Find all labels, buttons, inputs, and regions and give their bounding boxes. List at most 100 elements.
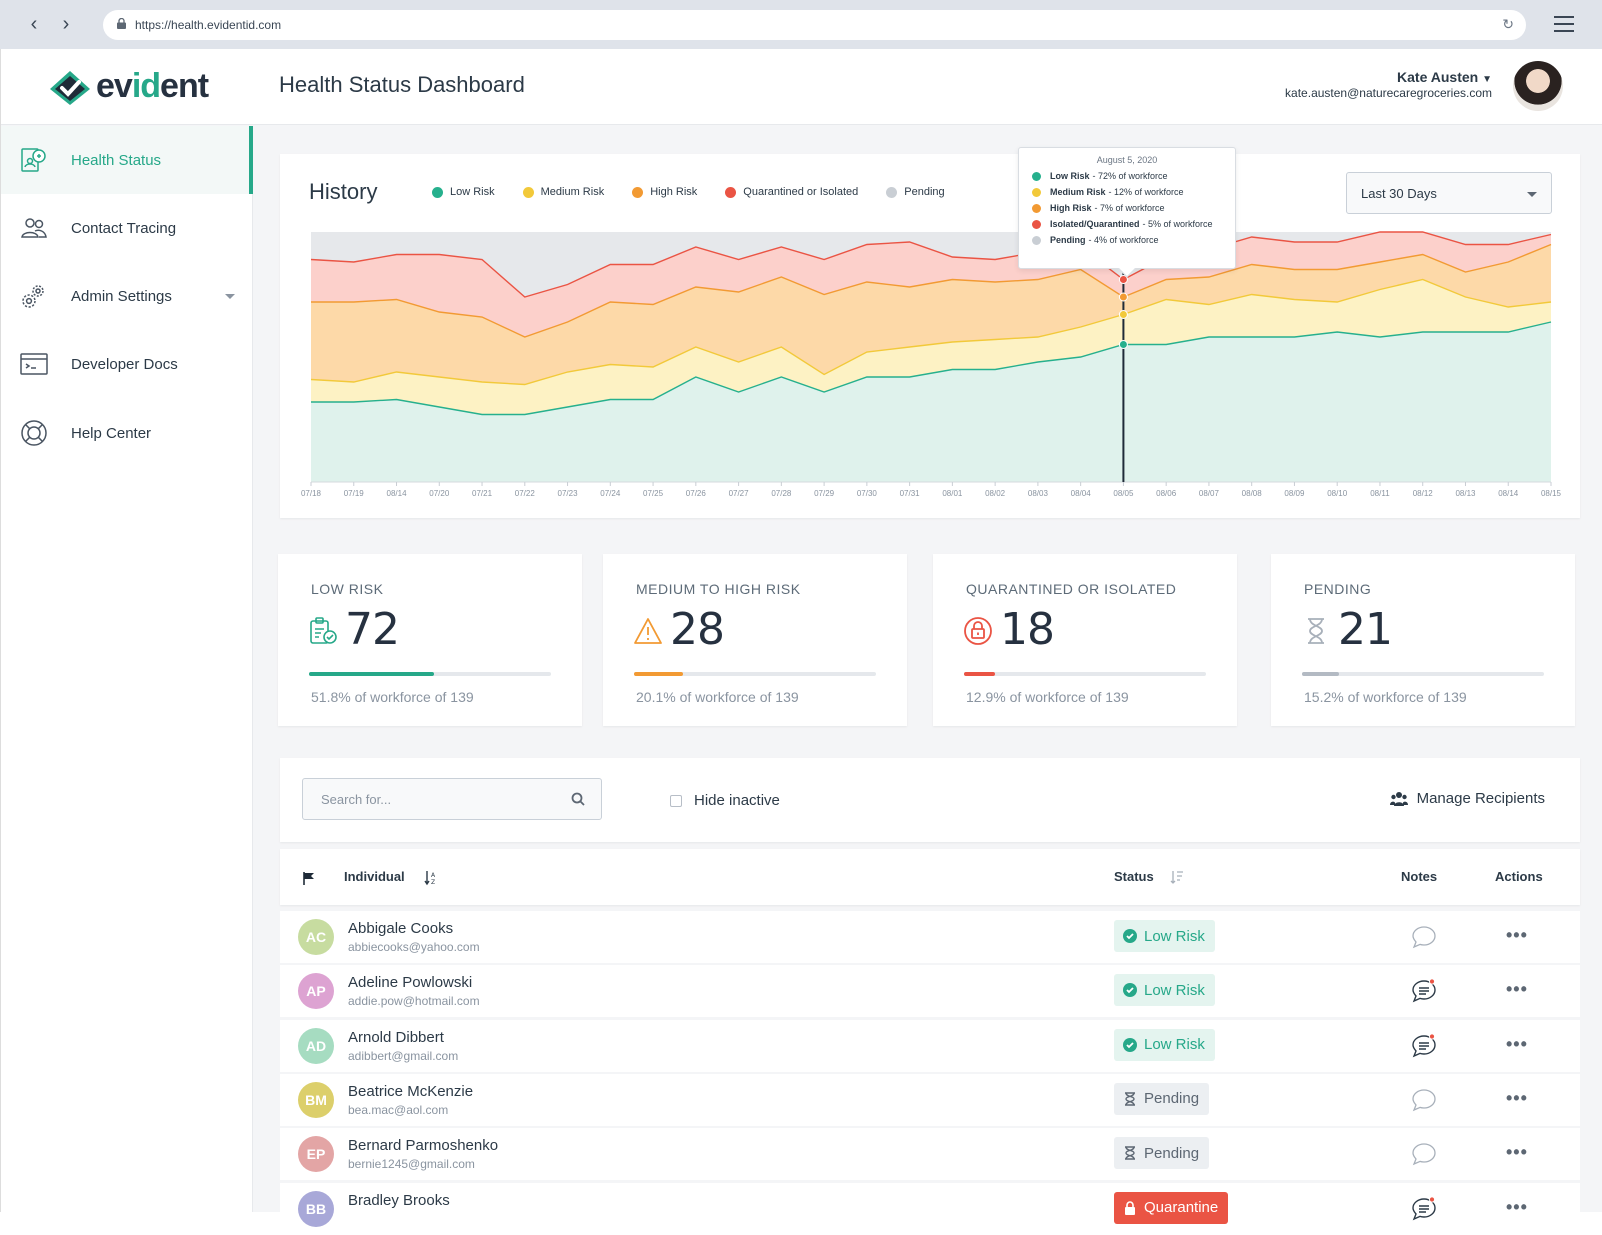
date-range-value: Last 30 Days bbox=[1361, 186, 1437, 201]
area-quarantined-or-isolated bbox=[311, 232, 1551, 337]
x-tick-label: 07/19 bbox=[344, 489, 365, 498]
manage-recipients-button[interactable]: Manage Recipients bbox=[1389, 790, 1545, 807]
notes-empty-icon[interactable] bbox=[1411, 1087, 1437, 1113]
avatar: BB bbox=[298, 1190, 334, 1227]
flag-icon[interactable] bbox=[302, 871, 316, 885]
hover-point-low-risk bbox=[1118, 340, 1128, 349]
avatar: AC bbox=[298, 919, 334, 955]
table-row[interactable]: AD Arnold Dibbert adibbert@gmail.com Low Ri… bbox=[280, 1019, 1580, 1072]
page-title: Health Status Dashboard bbox=[279, 72, 525, 97]
app-header: evident Health Status Dashboard Kate Aus… bbox=[1, 49, 1602, 125]
x-tick-label: 08/06 bbox=[1156, 489, 1177, 498]
series-line-low-risk bbox=[311, 321, 1552, 416]
notes-empty-icon[interactable] bbox=[1411, 924, 1437, 950]
history-card: History Low Risk Medium Risk High Risk Q… bbox=[280, 147, 1580, 518]
header-individual[interactable]: Individual bbox=[344, 869, 405, 884]
individual-name[interactable]: Bradley Brooks bbox=[348, 1191, 450, 1209]
tooltip-row: Isolated/Quarantined - 5% of workforce bbox=[1032, 219, 1235, 229]
more-actions-icon[interactable]: ••• bbox=[1506, 1196, 1528, 1217]
area-pending bbox=[311, 232, 1551, 297]
hide-inactive-toggle[interactable]: Hide inactive bbox=[670, 792, 780, 809]
date-range-select[interactable]: Last 30 Days bbox=[1346, 172, 1552, 214]
x-tick-label: 08/07 bbox=[1199, 489, 1220, 498]
stat-card-low-risk[interactable]: LOW RISK 72 51.8% of workforce of 139 bbox=[278, 554, 582, 726]
more-actions-icon[interactable]: ••• bbox=[1506, 1142, 1528, 1163]
status-badge[interactable]: Quarantine bbox=[1114, 1191, 1229, 1224]
history-area-chart[interactable]: 07/18 07/19 08/14 07/20 07/21 07/22 07/23 07/24… bbox=[280, 154, 1580, 518]
sidebar-item-help-center[interactable]: Help Center bbox=[1, 399, 253, 467]
x-tick-label: 08/03 bbox=[1028, 489, 1049, 498]
status-badge[interactable]: Low Risk bbox=[1114, 1028, 1215, 1061]
stat-label: PENDING bbox=[1304, 581, 1372, 597]
area-medium-risk bbox=[311, 279, 1551, 415]
table-row[interactable]: AC Abbigale Cooks abbiecooks@yahoo.com Low … bbox=[280, 911, 1580, 963]
notes-filled-icon[interactable] bbox=[1411, 1032, 1437, 1059]
status-badge[interactable]: Pending bbox=[1114, 1137, 1210, 1170]
series-line-quarantined-or-isolated bbox=[310, 231, 1552, 298]
legend-dot bbox=[886, 186, 898, 198]
stat-card-pending[interactable]: PENDING 21 15.2% of workforce of 139 bbox=[1271, 554, 1575, 726]
sidebar-item-contact-tracing[interactable]: Contact Tracing bbox=[1, 194, 253, 262]
search-input[interactable]: Search for... bbox=[302, 778, 602, 820]
header-status[interactable]: Status bbox=[1114, 869, 1154, 884]
x-tick-label: 07/23 bbox=[558, 489, 579, 498]
table-row[interactable]: EP Bernard Parmoshenko bernie1245@gmail.co… bbox=[280, 1128, 1580, 1181]
status-badge[interactable]: Low Risk bbox=[1114, 974, 1215, 1007]
individual-name[interactable]: Abbigale Cooks bbox=[348, 920, 454, 937]
table-row[interactable]: BB Bradley Brooks Quarantine ••• bbox=[280, 1182, 1580, 1235]
hide-inactive-checkbox[interactable] bbox=[670, 794, 682, 807]
status-badge[interactable]: Low Risk bbox=[1114, 920, 1215, 952]
sidebar-item-developer-docs[interactable]: Developer Docs bbox=[1, 330, 253, 398]
legend-dot bbox=[632, 186, 644, 198]
legend-item-high-risk: High Risk bbox=[632, 186, 697, 198]
table-toolbar: Search for... Hide inactive Manage Recip… bbox=[280, 758, 1580, 842]
more-actions-icon[interactable]: ••• bbox=[1506, 925, 1528, 945]
x-tick-label: 08/08 bbox=[1242, 489, 1263, 498]
svg-text:A: A bbox=[431, 872, 436, 879]
notes-empty-icon[interactable] bbox=[1411, 1141, 1437, 1167]
more-actions-icon[interactable]: ••• bbox=[1506, 1033, 1528, 1054]
forward-icon[interactable]: › bbox=[62, 13, 70, 35]
x-tick-label: 08/12 bbox=[1413, 489, 1434, 498]
stat-label: QUARANTINED OR ISOLATED bbox=[966, 581, 1177, 597]
lock-icon bbox=[1123, 1200, 1144, 1215]
x-tick-label: 07/31 bbox=[900, 489, 921, 498]
stat-card-medium-high-risk[interactable]: MEDIUM TO HIGH RISK 28 20.1% of workforc… bbox=[603, 554, 907, 726]
tooltip-row: Pending - 4% of workforce bbox=[1032, 235, 1235, 245]
table-row[interactable]: BM Beatrice McKenzie bea.mac@aol.com Pendin… bbox=[280, 1073, 1580, 1126]
sidebar-item-health-status[interactable]: Health Status bbox=[1, 126, 253, 194]
x-tick-label: 07/29 bbox=[814, 489, 835, 498]
sidebar: Health Status Contact Tracing Admin Sett… bbox=[1, 126, 253, 1212]
user-menu[interactable]: Kate Austen ▼ bbox=[1397, 69, 1492, 85]
notes-filled-icon[interactable] bbox=[1411, 1195, 1437, 1222]
caret-down-icon bbox=[225, 294, 235, 299]
notes-filled-icon[interactable] bbox=[1411, 978, 1437, 1004]
user-avatar[interactable] bbox=[1513, 61, 1563, 111]
back-icon[interactable]: ‹ bbox=[30, 13, 38, 35]
more-actions-icon[interactable]: ••• bbox=[1506, 1087, 1528, 1108]
menu-icon[interactable] bbox=[1554, 16, 1574, 32]
table-row[interactable]: AP Adeline Powlowski addie.pow@hotmail.com… bbox=[280, 965, 1580, 1018]
stat-card-quarantined[interactable]: QUARANTINED OR ISOLATED 18 12.9% of work… bbox=[933, 554, 1237, 726]
stat-value: 28 bbox=[670, 604, 725, 655]
url-bar[interactable]: https://health.evidentid.com ↻ bbox=[103, 10, 1526, 40]
reload-icon[interactable]: ↻ bbox=[1502, 16, 1514, 32]
sort-icon[interactable] bbox=[1170, 870, 1184, 884]
stat-progress-bar bbox=[309, 672, 551, 676]
evident-logo[interactable]: evident bbox=[48, 67, 218, 107]
chart-tooltip: August 5, 2020 Low Risk - 72% of workforc… bbox=[1018, 147, 1236, 278]
sidebar-item-admin-settings[interactable]: Admin Settings bbox=[1, 262, 253, 330]
warning-icon bbox=[634, 618, 662, 644]
individual-name[interactable]: Bernard Parmoshenko bbox=[348, 1137, 499, 1155]
status-badge[interactable]: Pending bbox=[1114, 1082, 1210, 1115]
x-tick-label: 07/18 bbox=[301, 489, 322, 498]
help-center-icon bbox=[21, 420, 47, 446]
stat-progress-fill bbox=[1302, 672, 1339, 676]
more-actions-icon[interactable]: ••• bbox=[1506, 979, 1528, 1000]
individual-name[interactable]: Beatrice McKenzie bbox=[348, 1082, 474, 1100]
individual-name[interactable]: Adeline Powlowski bbox=[348, 974, 473, 992]
hourglass-icon bbox=[1308, 618, 1324, 644]
individual-name[interactable]: Arnold Dibbert bbox=[348, 1028, 444, 1046]
logo-text: evident bbox=[96, 67, 209, 105]
sort-az-icon[interactable]: AZ bbox=[424, 870, 438, 886]
